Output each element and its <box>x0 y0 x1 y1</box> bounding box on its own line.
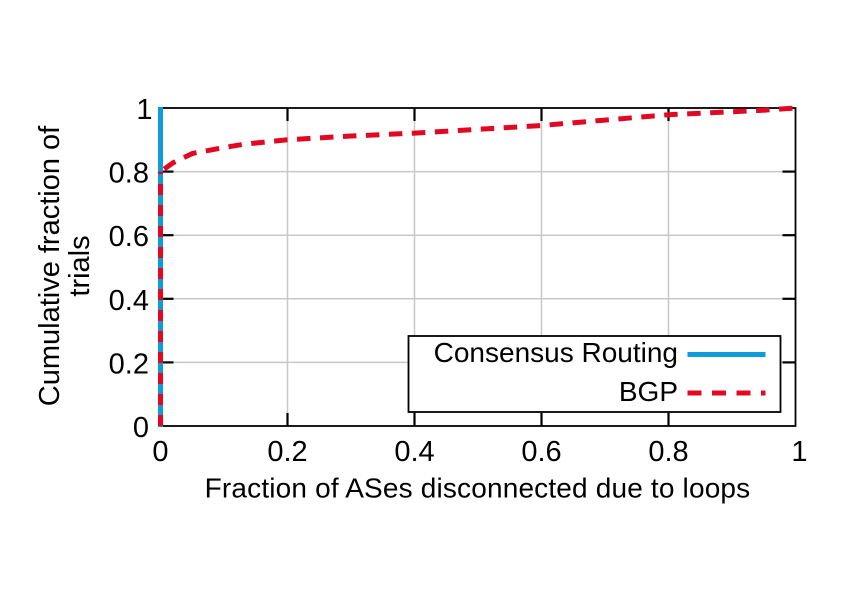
svg-text:BGP: BGP <box>619 376 678 407</box>
svg-text:0.4: 0.4 <box>394 436 434 468</box>
svg-text:0.4: 0.4 <box>109 285 149 317</box>
svg-text:0.8: 0.8 <box>648 436 688 468</box>
svg-text:0: 0 <box>133 412 149 444</box>
svg-text:0.8: 0.8 <box>109 158 149 190</box>
svg-text:Fraction of ASes disconnected: Fraction of ASes disconnected due to loo… <box>205 473 751 504</box>
svg-text:Consensus Routing: Consensus Routing <box>434 337 678 368</box>
svg-text:1: 1 <box>791 436 807 468</box>
svg-text:0.6: 0.6 <box>521 436 561 468</box>
svg-text:0: 0 <box>152 436 168 468</box>
svg-text:0.6: 0.6 <box>109 221 149 253</box>
svg-text:1: 1 <box>136 94 152 126</box>
svg-text:0.2: 0.2 <box>267 436 307 468</box>
svg-text:Cumulative fraction of: Cumulative fraction of <box>34 125 66 406</box>
svg-text:0.2: 0.2 <box>109 348 149 380</box>
svg-text:trials: trials <box>64 235 96 296</box>
